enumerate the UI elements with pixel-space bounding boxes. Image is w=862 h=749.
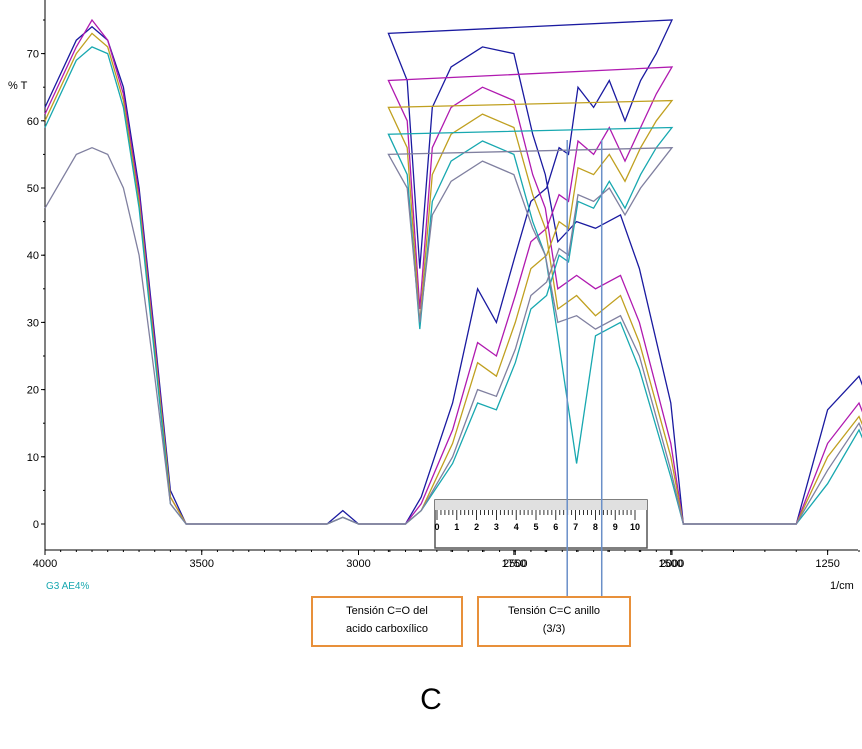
figure-caption: C <box>420 683 442 716</box>
series-line-4 <box>44 46 862 525</box>
ruler-label: 7 <box>573 522 578 532</box>
series-group <box>44 18 862 525</box>
x-tick-label: 3500 <box>190 558 214 570</box>
ruler-label: 0 <box>434 522 439 532</box>
annotation-box-co <box>311 596 463 647</box>
y-tick-label: 60 <box>27 116 39 128</box>
ruler-label: 5 <box>533 522 538 532</box>
ruler-top-band <box>435 500 647 510</box>
annotation-co-line1: Tensión C=O del <box>346 605 428 617</box>
series-line-3 <box>44 32 862 525</box>
x-tick-label: 4000 <box>33 558 57 570</box>
annotations: Tensión C=O del acido carboxílico Tensió… <box>311 596 631 647</box>
ruler-label: 4 <box>514 522 519 532</box>
x-tick-label: 2000 <box>660 558 684 570</box>
ruler-label: 3 <box>494 522 499 532</box>
y-tick-label: 40 <box>27 250 39 262</box>
y-axis-label: % T <box>8 80 28 92</box>
y-tick-label: 20 <box>27 385 39 397</box>
y-tick-label: 0 <box>33 519 39 531</box>
ruler-label: 1 <box>454 522 459 532</box>
marker-lines <box>566 140 603 597</box>
ruler-overlay: 0 1 2 3 4 5 6 7 8 9 10 <box>434 499 648 549</box>
x-tick-label: 2500 <box>503 558 527 570</box>
x-axis: 4000350030002500200017501500125010007505… <box>33 550 860 570</box>
y-axis: 0 10 20 30 40 50 60 70 <box>27 19 45 531</box>
series-line-5 <box>44 146 862 525</box>
annotation-cc-line1: Tensión C=C anillo <box>508 605 600 617</box>
series-line-2 <box>44 18 862 525</box>
x-tick-label: 1250 <box>815 558 839 570</box>
annotation-box-cc <box>477 596 631 647</box>
ruler-label: 10 <box>630 522 640 532</box>
y-tick-label: 70 <box>27 49 39 61</box>
y-tick-label: 50 <box>27 183 39 195</box>
x-tick-label: 1500 <box>659 558 683 570</box>
ruler-label: 8 <box>593 522 598 532</box>
ruler-label: 2 <box>474 522 479 532</box>
annotation-cc-line2: (3/3) <box>543 623 566 635</box>
y-tick-label: 10 <box>27 452 39 464</box>
series-line-1 <box>44 19 862 525</box>
x-tick-label: 1750 <box>502 558 526 570</box>
annotation-co-line2: acido carboxílico <box>346 623 428 635</box>
legend-entry: G3 AE4% <box>46 581 89 592</box>
ruler-label: 9 <box>613 522 618 532</box>
x-tick-label: 3000 <box>346 558 370 570</box>
y-tick-label: 30 <box>27 317 39 329</box>
x-axis-label: 1/cm <box>830 580 854 592</box>
ruler-label: 6 <box>553 522 558 532</box>
